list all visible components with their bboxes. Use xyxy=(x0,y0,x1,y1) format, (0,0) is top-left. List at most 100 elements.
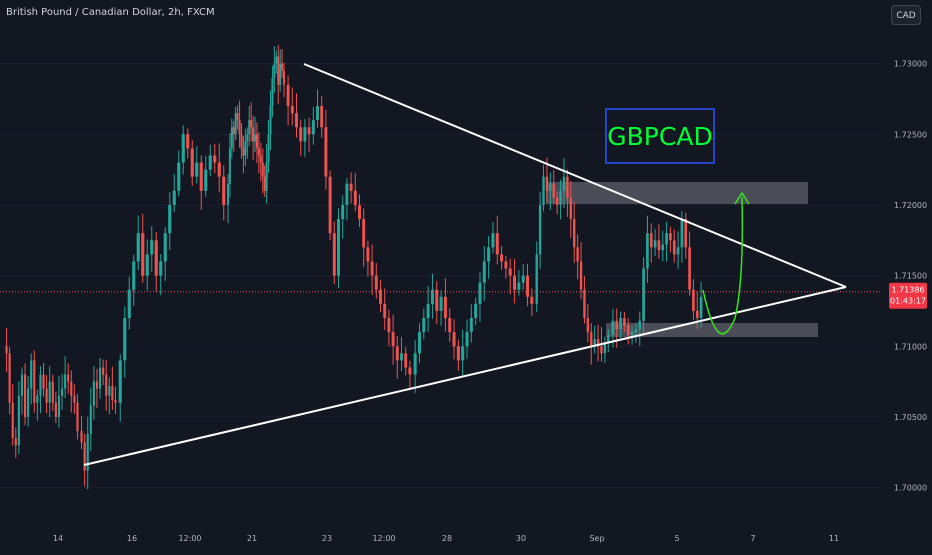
candle-body xyxy=(89,405,92,434)
candle-body xyxy=(345,183,349,205)
candle-body xyxy=(33,360,36,403)
x-tick-label: 5 xyxy=(674,534,679,543)
candle-body xyxy=(379,289,382,304)
candle-body xyxy=(259,155,262,163)
candle-body xyxy=(290,106,294,114)
candle-body xyxy=(474,303,478,318)
candle-body xyxy=(228,148,231,184)
current-price-tag: 1.71386 01:43:17 xyxy=(889,282,927,309)
candle-body xyxy=(279,63,282,85)
candle-body xyxy=(145,254,149,276)
candle-body xyxy=(244,141,247,156)
candle-body xyxy=(265,162,268,191)
candle-body xyxy=(172,190,176,205)
candle-body xyxy=(395,346,399,361)
candle-body xyxy=(341,204,345,220)
x-tick-label: 30 xyxy=(516,534,526,543)
candle-body xyxy=(27,388,30,417)
candle-body xyxy=(127,289,131,318)
candle-body xyxy=(374,275,378,290)
candle-body xyxy=(307,127,311,135)
y-tick-label: 1.70000 xyxy=(894,484,927,493)
candle-body xyxy=(267,134,270,163)
candle-body xyxy=(508,268,512,276)
candle-body xyxy=(657,240,661,251)
candle-body xyxy=(320,106,324,128)
candle-body xyxy=(517,282,521,290)
candle-body xyxy=(435,289,439,311)
candle-body xyxy=(430,289,434,304)
y-tick-label: 1.73000 xyxy=(894,60,927,69)
candle-body xyxy=(695,310,699,318)
candle-body xyxy=(159,261,163,276)
candle-body xyxy=(80,431,83,443)
candle-body xyxy=(83,442,86,471)
x-tick-label: Sep xyxy=(589,534,604,543)
x-tick-label: 11 xyxy=(829,534,839,543)
candle-body xyxy=(295,113,298,128)
candle-body xyxy=(324,127,328,177)
candle-body xyxy=(569,197,572,220)
candle-body xyxy=(491,233,495,248)
candle-body xyxy=(98,367,102,389)
candle-body xyxy=(204,169,208,191)
candle-body xyxy=(8,353,11,403)
candle-body xyxy=(555,197,559,205)
candle-body xyxy=(456,346,460,361)
x-tick-label: 28 xyxy=(442,534,452,543)
candle-body xyxy=(538,204,542,255)
candle-body xyxy=(311,120,315,135)
candle-body xyxy=(626,325,630,335)
candle-body xyxy=(181,134,185,163)
candle-body xyxy=(273,63,276,78)
candle-body xyxy=(232,127,235,135)
candle-body xyxy=(615,320,619,330)
candle-body xyxy=(545,176,549,191)
candle-body xyxy=(387,318,391,333)
annotation-label: GBPCAD xyxy=(607,122,712,151)
candle-body xyxy=(513,275,517,290)
candle-body xyxy=(136,233,140,262)
projection-arrowhead xyxy=(734,191,750,205)
candle-body xyxy=(73,395,76,403)
candle-body xyxy=(257,148,260,156)
candle-body xyxy=(366,247,370,262)
candle-body xyxy=(250,120,253,128)
currency-button[interactable]: CAD xyxy=(891,5,921,25)
candle-body xyxy=(277,56,280,85)
annotation-box[interactable] xyxy=(605,108,715,164)
candle-body xyxy=(208,155,212,170)
candle-body xyxy=(646,233,649,269)
candle-body xyxy=(404,353,408,368)
upper-trendline[interactable] xyxy=(303,63,847,288)
candle-body xyxy=(57,395,61,417)
candle-body xyxy=(226,183,229,205)
candle-body xyxy=(217,162,221,177)
price-tag-price: 1.71386 xyxy=(891,286,924,295)
candle-body xyxy=(596,339,600,347)
candle-body xyxy=(263,176,266,191)
candle-body xyxy=(562,176,566,191)
y-tick-label: 1.71000 xyxy=(894,342,927,351)
candle-body xyxy=(286,84,290,106)
candle-body xyxy=(521,275,525,283)
candle-body xyxy=(504,261,508,269)
candle-body xyxy=(661,244,665,251)
x-tick-label: 14 xyxy=(53,534,63,543)
candle-body xyxy=(680,219,684,248)
candle-body xyxy=(593,339,596,347)
candle-body xyxy=(20,374,24,396)
lower-trendline[interactable] xyxy=(83,286,847,466)
candle-body xyxy=(495,233,499,255)
candle-body xyxy=(108,385,111,396)
candle-body xyxy=(248,120,251,135)
candle-body xyxy=(95,381,99,389)
candle-body xyxy=(672,240,676,255)
price-tag-countdown: 01:43:17 xyxy=(890,297,926,306)
candle-body xyxy=(542,176,545,205)
projection-path[interactable] xyxy=(702,196,744,335)
candle-body xyxy=(132,261,136,290)
candle-body xyxy=(42,374,45,389)
